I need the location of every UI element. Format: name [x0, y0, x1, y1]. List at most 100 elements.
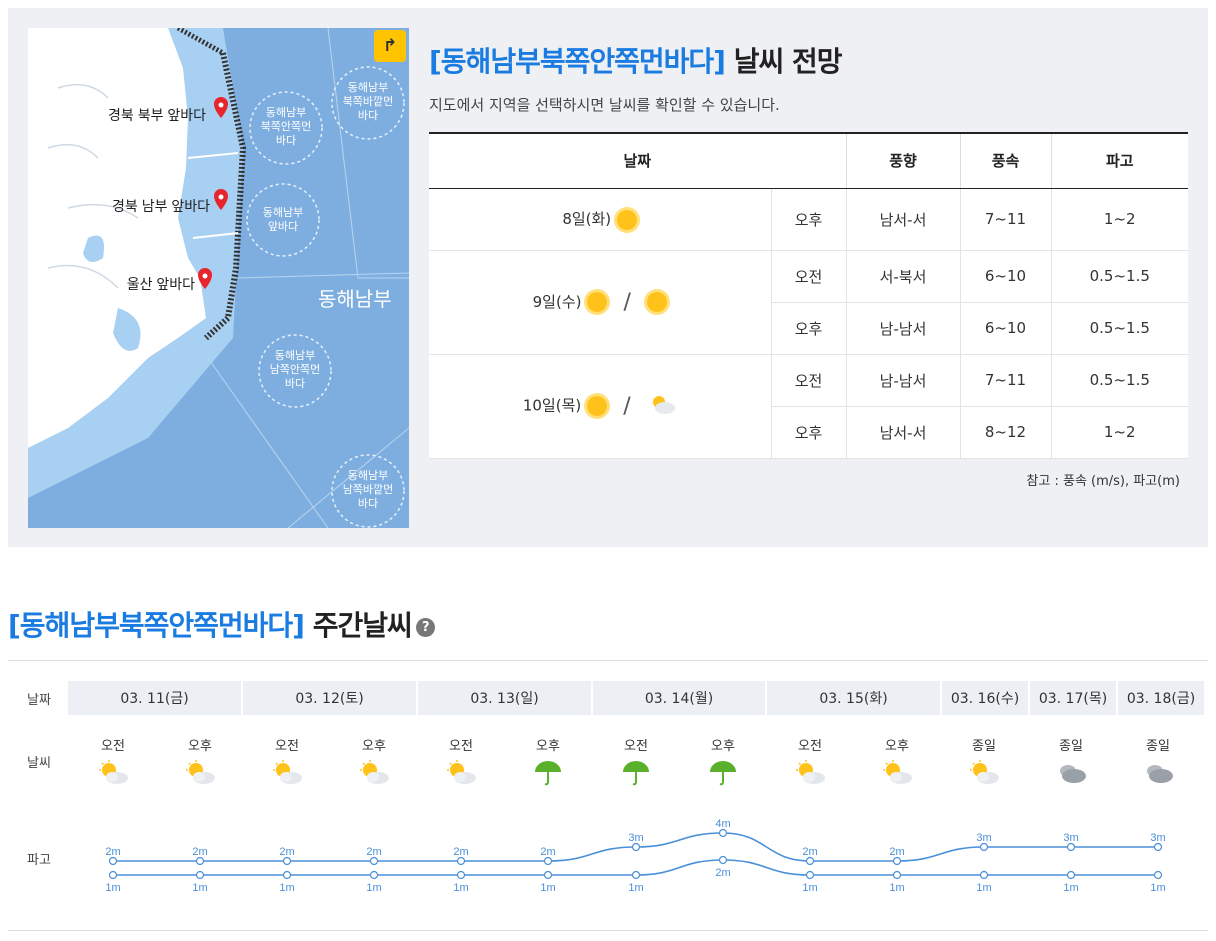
- sea-label-south-east: 동해남부: [318, 288, 392, 311]
- partly-cloudy-icon: [271, 760, 303, 786]
- wave-low-label: 1m: [1150, 882, 1165, 894]
- wind-speed-cell: 7~11: [959, 188, 1051, 251]
- slot-label: 오전: [624, 739, 648, 754]
- wave-high-point: [718, 828, 728, 838]
- wave-low-point: [1066, 870, 1076, 880]
- weather-slot: 오전: [257, 735, 317, 786]
- slot-label: 종일: [1059, 739, 1083, 754]
- zone-label-north-outer[interactable]: 동해남부 북쪽바깥먼 바다: [343, 80, 394, 122]
- wave-low-label: 1m: [105, 882, 120, 894]
- forecast-table: 날짜 풍향 풍속 파고 8일(화) 오후 남서-서 7~11 1~2 9일(수)…: [429, 132, 1188, 459]
- wave-high-point: [543, 856, 553, 866]
- table-row: 오후 남서-서 8~12 1~2: [429, 406, 1188, 459]
- time-cell: 오전: [770, 354, 846, 407]
- table-row: 9일(수) / 오전 서-북서 6~10 0.5~1.5: [429, 250, 1188, 355]
- region-map[interactable]: 동해남부 북쪽바깥먼 바다 동해남부 북쪽안쪽먼 바다 동해남부 앞바다 동해남부 남쪽안쪽…: [28, 28, 409, 528]
- sunny-icon: [587, 396, 608, 416]
- wave-low-point: [369, 870, 379, 880]
- wave-low-point: [805, 870, 815, 880]
- slot-label: 오후: [188, 739, 212, 754]
- row-label-wave: 파고: [27, 853, 51, 868]
- wave-high-point: [892, 856, 902, 866]
- slot-label: 종일: [1146, 739, 1170, 754]
- partly-cloudy-icon: [184, 760, 216, 786]
- wind-speed-cell: 6~10: [959, 250, 1051, 303]
- time-cell: 오후: [770, 406, 846, 459]
- sunny-icon: [587, 292, 608, 312]
- sunny-icon: [646, 292, 667, 312]
- date-header-cell: 03. 17(목): [1030, 681, 1116, 715]
- wave-high-point: [456, 856, 466, 866]
- date-header-cell: 03. 16(수): [942, 681, 1028, 715]
- slot-label: 종일: [972, 739, 996, 754]
- zone-label-south-inner[interactable]: 동해남부 남쪽안쪽먼 바다: [270, 348, 321, 390]
- wave-high-label: 2m: [453, 846, 468, 858]
- wave-low-point: [108, 870, 118, 880]
- map-label-gyeongbuk-south[interactable]: 경북 남부 앞바다: [112, 198, 210, 214]
- date-header-cell: 03. 18(금): [1118, 681, 1204, 715]
- wave-low-label: 1m: [1063, 882, 1078, 894]
- slot-label: 오전: [101, 739, 125, 754]
- wave-high-label: 3m: [1150, 832, 1165, 844]
- table-row: 10일(목) / 오전 남-남서 7~11 0.5~1.5: [429, 354, 1188, 459]
- header-wind-speed: 풍속: [959, 133, 1051, 189]
- partly-cloudy-icon: [647, 393, 677, 419]
- wind-speed-cell: 8~12: [959, 406, 1051, 459]
- divider: [8, 660, 1208, 661]
- wave-low-label: 1m: [192, 882, 207, 894]
- partly-cloudy-icon: [968, 760, 1000, 786]
- wave-high-point: [282, 856, 292, 866]
- wave-high-label: 2m: [802, 846, 817, 858]
- zone-label-north-inner[interactable]: 동해남부 북쪽안쪽먼 바다: [261, 105, 312, 147]
- map-label-gyeongbuk-north[interactable]: 경북 북부 앞바다: [108, 107, 206, 123]
- wave-high-line: [113, 832, 1158, 862]
- row-label-date: 날짜: [27, 693, 51, 708]
- cloudy-icon: [1142, 760, 1174, 786]
- time-cell: 오후: [770, 188, 846, 251]
- wave-high-label: 3m: [628, 832, 643, 844]
- weather-slot: 오전: [780, 735, 840, 786]
- wave-low-label: 1m: [540, 882, 555, 894]
- date-header-cell: 03. 14(월): [593, 681, 765, 715]
- weekly-title: [동해남부북쪽안쪽먼바다] 주간날씨?: [8, 604, 435, 644]
- forecast-title: [동해남부북쪽안쪽먼바다] 날씨 전망: [429, 45, 843, 78]
- wave-low-label: 1m: [889, 882, 904, 894]
- time-cell: 오전: [770, 250, 846, 303]
- wave-high-label: 2m: [192, 846, 207, 858]
- weather-slot: 오후: [170, 735, 230, 786]
- wave-high-label: 2m: [540, 846, 555, 858]
- wave-high-label: 2m: [105, 846, 120, 858]
- help-icon[interactable]: ?: [415, 617, 435, 637]
- wave-low-label: 1m: [279, 882, 294, 894]
- wave-low-point: [195, 870, 205, 880]
- wave-low-label: 1m: [628, 882, 643, 894]
- wave-high-label: 2m: [279, 846, 294, 858]
- umbrella-icon: [707, 760, 739, 786]
- sunny-icon: [617, 209, 638, 230]
- wave-low-label: 1m: [453, 882, 468, 894]
- weather-slot: 오후: [867, 735, 927, 786]
- wind-dir-cell: 남서-서: [845, 406, 960, 459]
- wave-high-point: [108, 856, 118, 866]
- slot-label: 오후: [711, 739, 735, 754]
- wave-low-point: [631, 870, 641, 880]
- time-cell: 오후: [770, 302, 846, 355]
- weather-slot: 종일: [1041, 735, 1101, 786]
- wave-low-point: [282, 870, 292, 880]
- weather-slot: 오전: [606, 735, 666, 786]
- unit-reference: 참고 : 풍속 (m/s), 파고(m): [1026, 474, 1180, 489]
- map-label-ulsan[interactable]: 울산 앞바다: [127, 276, 195, 292]
- zone-label-south-outer[interactable]: 동해남부 남쪽바깥먼 바다: [343, 468, 394, 510]
- partly-cloudy-icon: [794, 760, 826, 786]
- slot-label: 오후: [885, 739, 909, 754]
- partly-cloudy-icon: [97, 760, 129, 786]
- wave-high-point: [631, 842, 641, 852]
- header-date: 날짜: [429, 133, 846, 189]
- wave-cell: 0.5~1.5: [1050, 354, 1188, 407]
- weather-slot: 오후: [693, 735, 753, 786]
- date-cell: 9일(수) /: [429, 250, 771, 355]
- zone-label-coastal[interactable]: 동해남부 앞바다: [263, 205, 303, 233]
- share-button[interactable]: ↱: [374, 30, 406, 62]
- slash-divider: /: [623, 289, 631, 315]
- wave-low-point: [543, 870, 553, 880]
